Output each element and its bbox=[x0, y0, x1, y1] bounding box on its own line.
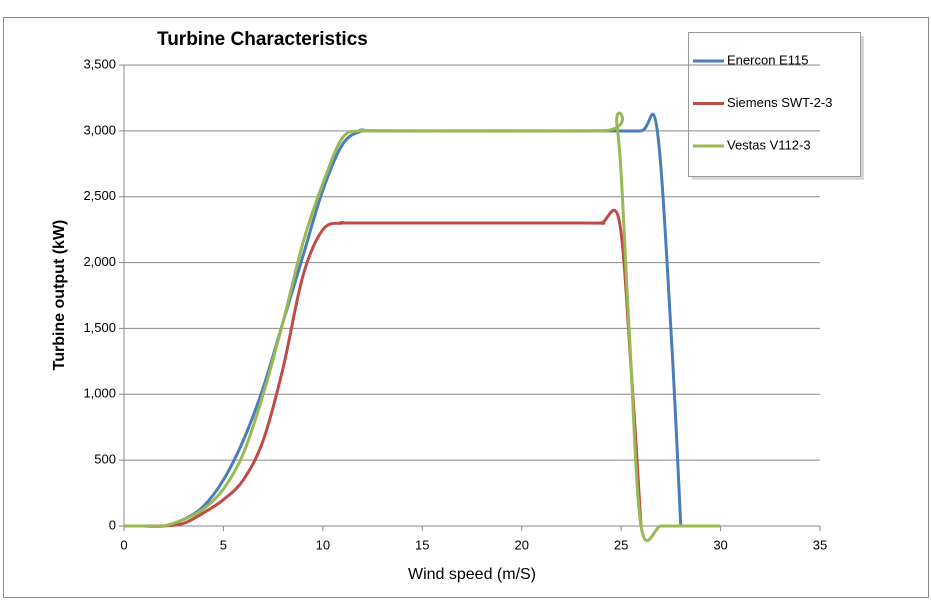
y-tick-label: 3,500 bbox=[83, 56, 116, 71]
legend-label: Vestas V112-3 bbox=[727, 137, 811, 152]
y-tick-label: 3,000 bbox=[83, 122, 116, 137]
x-tick-label: 10 bbox=[316, 537, 330, 552]
y-axis-label: Turbine output (kW) bbox=[51, 220, 68, 371]
y-tick-label: 500 bbox=[94, 452, 116, 467]
chart-title: Turbine Characteristics bbox=[157, 29, 368, 50]
legend-label: Enercon E115 bbox=[727, 52, 808, 67]
x-tick-label: 35 bbox=[813, 537, 827, 552]
x-axis-label: Wind speed (m/S) bbox=[408, 566, 536, 583]
y-tick-label: 1,500 bbox=[83, 320, 116, 335]
y-tick-label: 0 bbox=[109, 517, 116, 532]
x-tick-label: 20 bbox=[514, 537, 528, 552]
x-tick-label: 0 bbox=[120, 537, 127, 552]
series-line bbox=[124, 209, 643, 528]
x-tick-label: 30 bbox=[713, 537, 727, 552]
x-tick-label: 5 bbox=[220, 537, 227, 552]
legend-label: Siemens SWT-2-3 bbox=[727, 95, 832, 110]
legend: Enercon E115 Siemens SWT-2-3 Vestas V112-3 bbox=[688, 32, 864, 180]
y-tick-label: 1,000 bbox=[83, 386, 116, 401]
x-tick-label: 25 bbox=[614, 537, 628, 552]
y-tick-label: 2,000 bbox=[83, 254, 116, 269]
series-line bbox=[124, 111, 721, 543]
x-tick-label: 15 bbox=[415, 537, 429, 552]
y-tick-label: 2,500 bbox=[83, 188, 116, 203]
